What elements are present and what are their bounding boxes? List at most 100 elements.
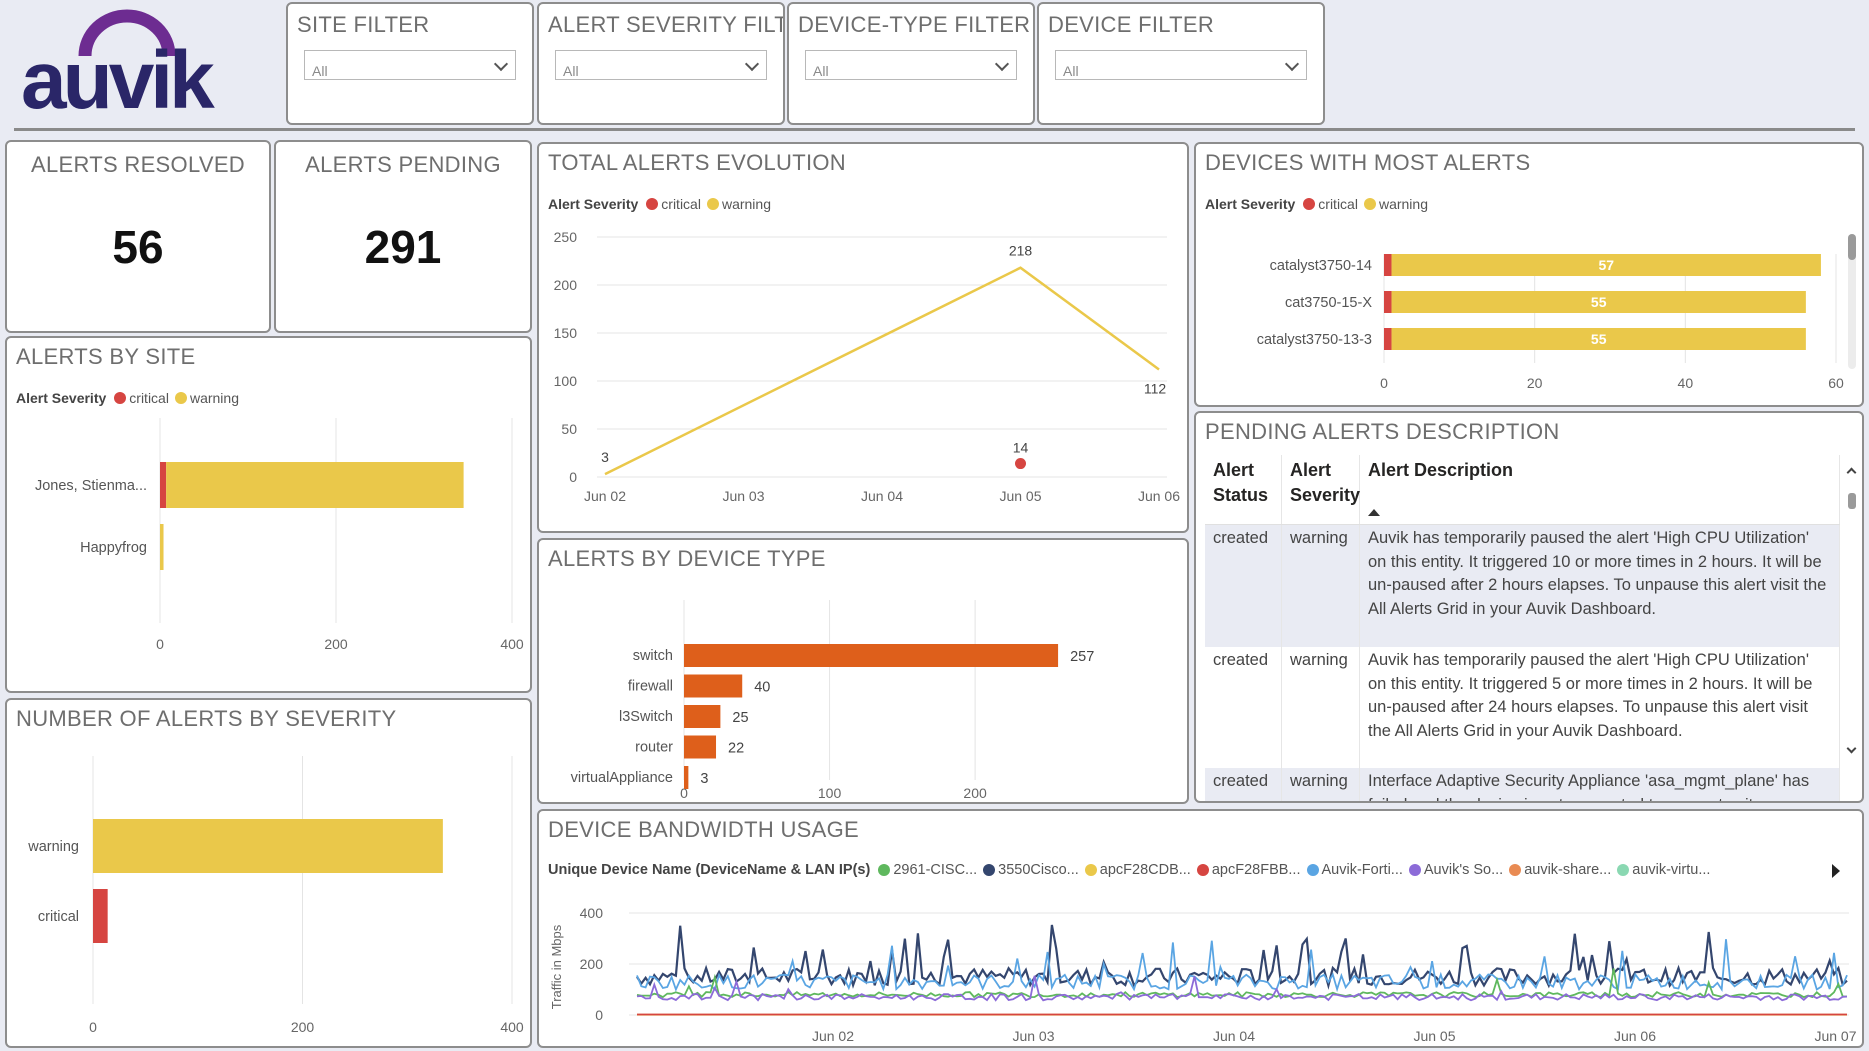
category-label: Jones, Stienma... xyxy=(35,478,147,494)
x-tick-label: Jun 05 xyxy=(1413,1028,1455,1044)
bar-critical xyxy=(1384,254,1392,276)
y-tick-label: 400 xyxy=(580,905,604,921)
cell-severity: warning xyxy=(1282,525,1360,647)
scrollbar-thumb[interactable] xyxy=(1848,234,1856,260)
data-label: 22 xyxy=(728,741,744,757)
bar-firewall xyxy=(684,674,743,698)
legend-item[interactable]: apcF28FBB... xyxy=(1196,862,1301,878)
severity-legend: Alert Severity critical warning xyxy=(16,390,245,406)
legend-item[interactable]: Auvik-Forti... xyxy=(1306,862,1403,878)
x-tick-label: 100 xyxy=(818,785,842,801)
device-type-filter-title: DEVICE-TYPE FILTER xyxy=(798,12,1031,37)
alerts-resolved-title: ALERTS RESOLVED xyxy=(31,152,245,177)
severity-legend: Alert Severity critical warning xyxy=(548,196,777,212)
x-tick-label: 0 xyxy=(1380,375,1388,391)
data-label: 25 xyxy=(732,710,748,726)
auvik-logo: auvik xyxy=(18,6,248,126)
cell-description: Interface Adaptive Security Appliance 'a… xyxy=(1360,768,1840,801)
bar-warning xyxy=(1391,328,1806,350)
alerts-by-device-type-panel: ALERTS BY DEVICE TYPE 0 100 200 switch 257 fi… xyxy=(537,538,1189,804)
table-row[interactable]: created warning Interface Adaptive Secur… xyxy=(1205,768,1840,801)
legend-item[interactable]: 2961-CISC... xyxy=(878,862,977,878)
y-tick-label: 250 xyxy=(554,229,578,245)
legend-item-warning[interactable]: warning xyxy=(174,390,239,406)
site-filter: SITE FILTER All xyxy=(286,2,534,125)
category-label: switch xyxy=(633,648,673,664)
warning-dot xyxy=(1363,198,1376,210)
bar-critical xyxy=(93,889,108,943)
category-label: critical xyxy=(38,909,79,925)
alerts-pending-title: ALERTS PENDING xyxy=(305,152,501,177)
series-line xyxy=(636,975,1848,1002)
alerts-resolved-card: ALERTS RESOLVED 56 xyxy=(5,140,271,333)
critical-dot xyxy=(114,392,127,404)
legend-label: auvik-share... xyxy=(1524,862,1612,878)
x-tick-label: Jun 02 xyxy=(812,1028,854,1044)
table-row[interactable]: created warning Auvik has temporarily pa… xyxy=(1205,525,1840,647)
legend-dot xyxy=(1408,864,1421,876)
cell-status: created xyxy=(1205,768,1282,801)
scroll-up-icon[interactable] xyxy=(1846,467,1857,478)
legend-item-warning[interactable]: warning xyxy=(1363,196,1428,212)
legend-item[interactable]: auvik-virtu... xyxy=(1617,862,1710,878)
x-tick-label: 60 xyxy=(1828,375,1844,391)
legend-item[interactable]: 3550Cisco... xyxy=(983,862,1079,878)
data-label: 218 xyxy=(1009,243,1033,259)
alerts-resolved-value: 56 xyxy=(112,221,164,273)
legend-warning-label: warning xyxy=(721,196,771,212)
legend-item[interactable]: apcF28CDB... xyxy=(1084,862,1191,878)
legend-item-critical[interactable]: critical xyxy=(646,196,701,212)
category-label: cat3750-15-X xyxy=(1285,295,1372,311)
legend-item-critical[interactable]: critical xyxy=(114,390,169,406)
critical-point xyxy=(1015,458,1026,470)
x-tick-label: Jun 04 xyxy=(861,488,903,504)
category-label: virtualAppliance xyxy=(571,770,673,786)
y-tick-label: 200 xyxy=(580,956,604,972)
bar-warning xyxy=(166,462,464,508)
warning-dot xyxy=(174,392,187,404)
legend-next-icon[interactable] xyxy=(1832,864,1840,878)
x-tick-label: Jun 06 xyxy=(1614,1028,1656,1044)
device-type-filter-dropdown[interactable]: All xyxy=(805,50,1017,80)
legend-label: Auvik-Forti... xyxy=(1321,862,1403,878)
chevron-down-icon xyxy=(744,56,760,72)
pending-alerts-panel: PENDING ALERTS DESCRIPTION Alert Status … xyxy=(1194,411,1864,803)
column-header-status[interactable]: Alert Status xyxy=(1205,455,1282,524)
site-filter-dropdown[interactable]: All xyxy=(304,50,516,80)
legend-item[interactable]: auvik-share... xyxy=(1509,862,1611,878)
series-line xyxy=(636,924,1848,990)
critical-dot xyxy=(646,198,659,210)
alerts-by-site-panel: ALERTS BY SITE Alert Severity critical w… xyxy=(5,336,532,693)
data-label: 57 xyxy=(1598,257,1614,273)
alerts-pending-value: 291 xyxy=(364,221,442,273)
table-row[interactable]: created warning Auvik has temporarily pa… xyxy=(1205,647,1840,768)
legend-dot xyxy=(1509,864,1522,876)
column-header-description[interactable]: Alert Description xyxy=(1360,455,1840,524)
table-scrollbar[interactable] xyxy=(1844,455,1860,795)
header-divider xyxy=(14,128,1855,131)
scrollbar[interactable] xyxy=(1848,234,1856,369)
sort-ascending-icon[interactable] xyxy=(1368,509,1380,516)
x-tick-label: 200 xyxy=(291,1019,315,1035)
device-bandwidth-panel: DEVICE BANDWIDTH USAGE Unique Device Nam… xyxy=(537,809,1864,1048)
scrollbar-thumb[interactable] xyxy=(1848,493,1856,509)
legend-item-warning[interactable]: warning xyxy=(706,196,771,212)
scroll-down-icon[interactable] xyxy=(1846,743,1857,754)
device-filter: DEVICE FILTER All xyxy=(1037,2,1325,125)
legend-critical-label: critical xyxy=(129,390,169,406)
series-line xyxy=(636,939,1848,993)
legend-item[interactable]: Auvik's So... xyxy=(1408,862,1503,878)
x-tick-label: Jun 02 xyxy=(584,488,626,504)
site-filter-value: All xyxy=(312,63,328,79)
alerts-by-site-title: ALERTS BY SITE xyxy=(16,344,196,369)
data-label: 3 xyxy=(601,449,609,465)
severity-filter-dropdown[interactable]: All xyxy=(555,50,767,80)
bar-critical xyxy=(1384,328,1392,350)
device-bandwidth-chart: 0 200 400 Traffic in Mbps Jun 02 Jun 03 Jun 04… xyxy=(549,905,1857,1044)
warning-dot xyxy=(706,198,719,210)
device-filter-dropdown[interactable]: All xyxy=(1055,50,1307,80)
legend-label: 2961-CISC... xyxy=(893,862,978,878)
column-header-severity[interactable]: Alert Severity xyxy=(1282,455,1360,524)
x-tick-label: 20 xyxy=(1527,375,1543,391)
legend-item-critical[interactable]: critical xyxy=(1303,196,1358,212)
